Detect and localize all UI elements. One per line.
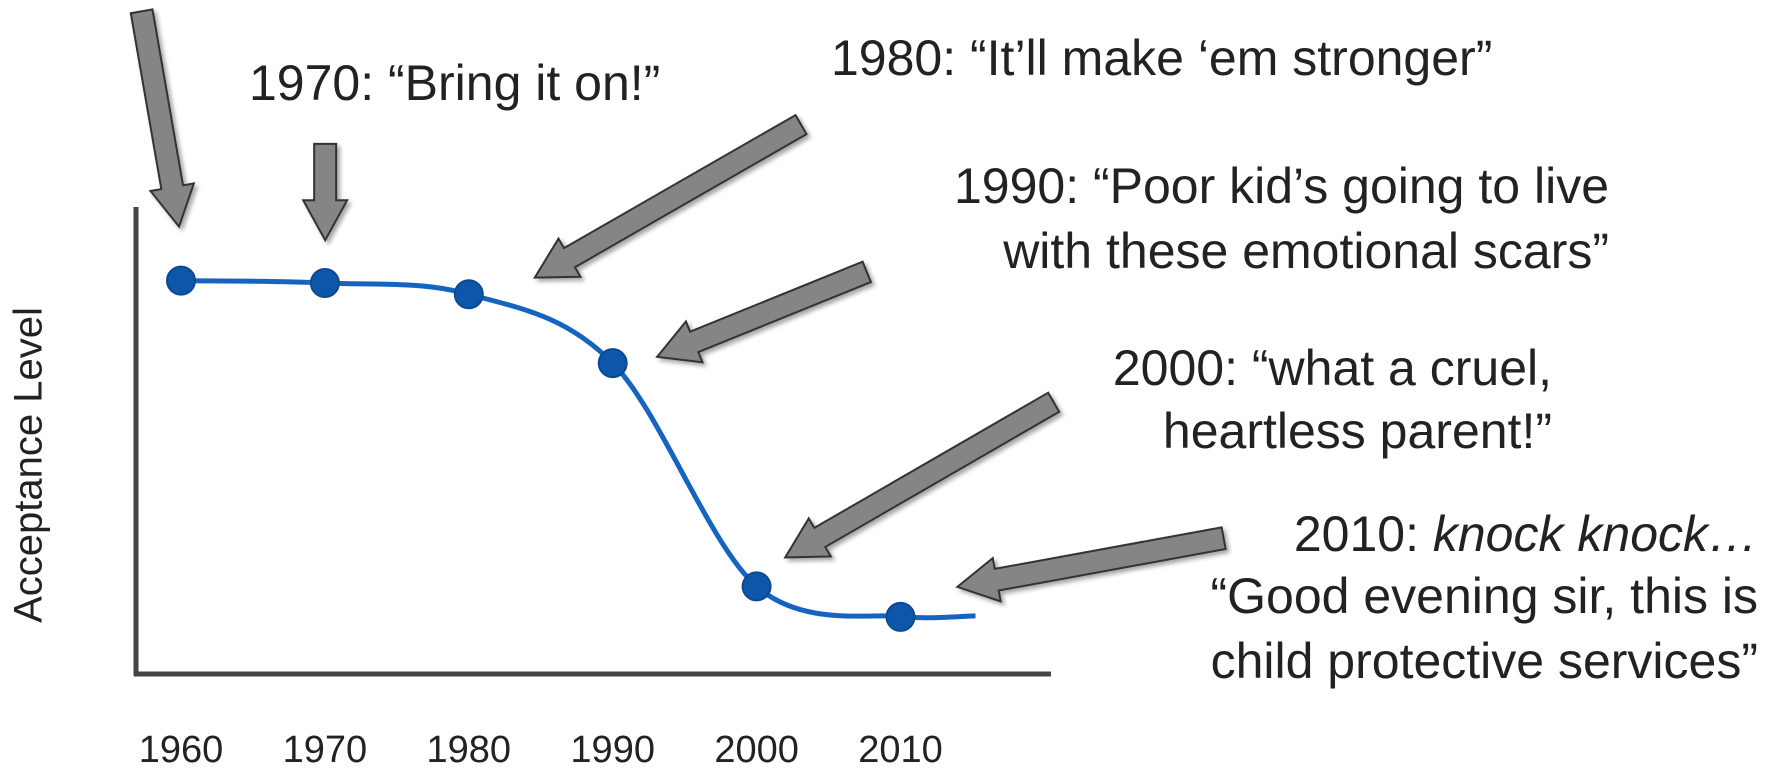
arrow xyxy=(129,8,196,229)
annotation: 1980: “It’ll make ‘em stronger” xyxy=(831,30,1492,86)
line xyxy=(180,278,902,620)
annotation: 2010: knock knock… xyxy=(1294,506,1758,562)
arrows xyxy=(129,8,1227,603)
x-tick-label: 1990 xyxy=(570,729,655,771)
annotation-emphasis: knock knock… xyxy=(1433,506,1758,562)
arrow xyxy=(783,391,1061,559)
point xyxy=(885,601,916,632)
annotation: with these emotional scars” xyxy=(1002,223,1609,279)
arrow xyxy=(655,260,873,364)
x-tick-label: 2000 xyxy=(714,729,799,771)
annotation: 1990: “Poor kid’s going to live xyxy=(954,158,1609,214)
annotation: 2000: “what a cruel, xyxy=(1113,340,1552,396)
x-tick-label: 1980 xyxy=(427,729,512,771)
point xyxy=(453,279,484,310)
y-axis-label: Acceptance Level xyxy=(7,307,51,623)
point xyxy=(309,267,340,298)
annotation: child protective services” xyxy=(1211,633,1758,689)
annotation: 1970: “Bring it on!” xyxy=(249,55,660,111)
arrow xyxy=(955,526,1227,603)
point xyxy=(597,348,628,379)
annotation: “Good evening sir, this is xyxy=(1211,568,1759,624)
point xyxy=(166,265,196,296)
arrow xyxy=(532,113,808,279)
arrow xyxy=(301,142,349,243)
x-tick-label: 1960 xyxy=(139,729,224,771)
annotation: heartless parent!” xyxy=(1163,403,1552,459)
x-tick-label: 2010 xyxy=(858,729,943,771)
annotation-lead: 2010: xyxy=(1294,506,1419,562)
x-tick-label: 1970 xyxy=(283,729,368,771)
point xyxy=(741,571,772,602)
